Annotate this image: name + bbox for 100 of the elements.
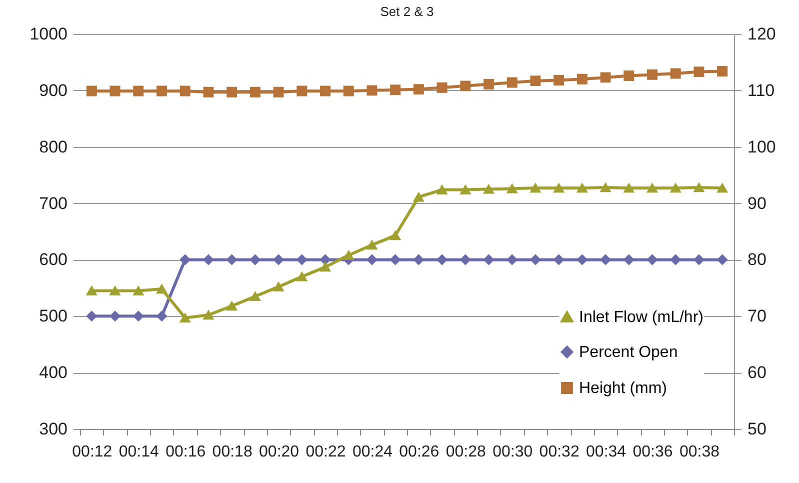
point bbox=[250, 86, 260, 98]
y2-tick-label: 50 bbox=[748, 420, 766, 438]
point bbox=[86, 310, 97, 322]
y-tick-label: 300 bbox=[39, 420, 68, 438]
point bbox=[600, 72, 611, 83]
point bbox=[110, 286, 120, 296]
point bbox=[366, 85, 378, 96]
x-tick-label: 00:26 bbox=[399, 444, 440, 460]
chart-title: Set 2 & 3 bbox=[380, 4, 434, 19]
point bbox=[576, 74, 588, 84]
point bbox=[624, 183, 634, 193]
point bbox=[647, 183, 658, 193]
x-tick-label: 00:20 bbox=[259, 444, 300, 460]
x-tick-label: 00:24 bbox=[352, 444, 393, 460]
y2-tick-label: 110 bbox=[748, 80, 775, 100]
point bbox=[436, 82, 448, 93]
point bbox=[110, 86, 120, 96]
point bbox=[484, 254, 494, 265]
point bbox=[273, 282, 284, 292]
point bbox=[273, 254, 284, 265]
y-tick-label: 900 bbox=[39, 80, 68, 100]
x-tick-label: 00:14 bbox=[118, 444, 160, 460]
point bbox=[484, 79, 494, 90]
x-tick-label: 00:36 bbox=[632, 444, 673, 460]
point bbox=[390, 230, 401, 240]
point bbox=[156, 310, 167, 322]
point bbox=[576, 183, 588, 193]
y-tick-label: 400 bbox=[39, 363, 68, 382]
point bbox=[250, 254, 260, 265]
x-tick-label: 00:34 bbox=[586, 444, 626, 460]
point bbox=[717, 66, 728, 76]
point bbox=[320, 262, 330, 272]
point bbox=[366, 240, 378, 250]
point bbox=[554, 75, 564, 86]
point bbox=[110, 310, 120, 322]
legend-label: Height (mm) bbox=[579, 380, 668, 397]
legend-label: Percent Open bbox=[579, 344, 678, 361]
point bbox=[694, 182, 704, 192]
point bbox=[554, 183, 564, 193]
point bbox=[390, 84, 401, 96]
x-tick-label: 00:30 bbox=[492, 444, 533, 460]
point bbox=[530, 76, 541, 86]
point bbox=[250, 292, 260, 302]
point bbox=[694, 254, 704, 265]
point bbox=[343, 86, 354, 96]
point bbox=[436, 254, 448, 265]
point bbox=[413, 84, 424, 95]
y-tick-label: 500 bbox=[39, 306, 68, 326]
y2-tick-label: 90 bbox=[748, 194, 766, 213]
point bbox=[273, 86, 284, 98]
y-tick-label: 1000 bbox=[30, 24, 68, 44]
point bbox=[86, 86, 97, 96]
point bbox=[647, 69, 658, 80]
point bbox=[670, 183, 681, 193]
point bbox=[390, 254, 401, 265]
point bbox=[460, 80, 471, 92]
point bbox=[320, 254, 330, 265]
point bbox=[180, 254, 190, 265]
y-tick-label: 600 bbox=[39, 250, 68, 270]
point bbox=[506, 254, 518, 265]
y2-tick-label: 70 bbox=[748, 306, 766, 326]
point bbox=[670, 254, 681, 265]
point bbox=[296, 272, 308, 282]
point bbox=[203, 310, 214, 320]
point bbox=[460, 185, 471, 194]
point bbox=[694, 66, 704, 78]
point bbox=[576, 254, 588, 265]
point bbox=[717, 254, 728, 265]
x-tick-label: 00:38 bbox=[679, 444, 720, 460]
point bbox=[156, 86, 167, 96]
point bbox=[320, 86, 330, 96]
point bbox=[670, 68, 681, 79]
y-tick-label: 700 bbox=[39, 194, 68, 213]
point bbox=[436, 185, 448, 194]
x-tick-label: 00:28 bbox=[446, 444, 486, 460]
point bbox=[530, 254, 541, 265]
y2-tick-label: 120 bbox=[748, 24, 776, 44]
point bbox=[226, 301, 238, 311]
y2-tick-label: 100 bbox=[748, 137, 776, 156]
point bbox=[413, 254, 424, 265]
point bbox=[624, 254, 634, 265]
point bbox=[717, 183, 728, 193]
point bbox=[133, 286, 144, 296]
point bbox=[133, 310, 144, 322]
point bbox=[156, 284, 167, 294]
point bbox=[203, 86, 214, 98]
legend-label: Inlet Flow (mL/hr) bbox=[579, 309, 704, 326]
point bbox=[296, 254, 308, 265]
point bbox=[600, 254, 611, 265]
point bbox=[647, 254, 658, 265]
point bbox=[86, 286, 97, 296]
point bbox=[624, 70, 634, 81]
x-tick-label: 00:22 bbox=[306, 444, 346, 460]
y2-tick-label: 80 bbox=[748, 250, 766, 270]
point bbox=[226, 254, 238, 265]
point bbox=[506, 184, 518, 194]
x-tick-label: 00:12 bbox=[72, 444, 112, 460]
point bbox=[180, 313, 190, 322]
point bbox=[226, 86, 238, 98]
point bbox=[296, 86, 308, 96]
